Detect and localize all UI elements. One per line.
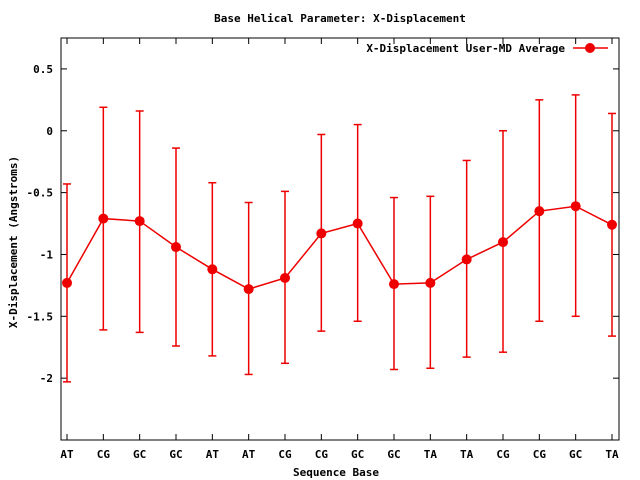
x-tick-label: AT — [242, 448, 256, 461]
x-ticks: AT CG GC GC AT AT CG CG GC GC TA TA CG CG GC TA — [60, 38, 619, 461]
x-tick-label: AT — [206, 448, 220, 461]
data-point — [389, 279, 399, 290]
y-tick-label: 0.5 — [33, 63, 53, 76]
x-tick-label: GC — [569, 448, 582, 461]
data-point — [171, 242, 181, 253]
y-axis-label: X-Displacement (Angstroms) — [7, 156, 20, 328]
data-point — [461, 254, 472, 265]
legend-label: X-Displacement User-MD Average — [366, 42, 565, 55]
data-point — [280, 272, 290, 283]
y-tick-label: -2 — [40, 372, 53, 385]
data-point — [570, 201, 581, 212]
x-tick-label: CG — [278, 448, 292, 461]
data-point — [134, 216, 145, 227]
x-tick-label: GC — [169, 448, 182, 461]
y-tick-label: -1 — [40, 248, 54, 261]
x-tick-label: TA — [605, 448, 619, 461]
data-point — [534, 206, 545, 217]
x-tick-label: TA — [460, 448, 474, 461]
x-tick-label: CG — [97, 448, 111, 461]
data-point — [607, 219, 617, 230]
y-ticks: 0.5 0 -0.5 -1 -1.5 -2 — [27, 63, 619, 385]
error-bars — [63, 94, 616, 383]
data-point — [62, 277, 72, 288]
legend: X-Displacement User-MD Average — [366, 42, 608, 55]
data-point — [498, 237, 508, 248]
x-tick-label: GC — [351, 448, 364, 461]
data-point — [316, 228, 327, 239]
x-tick-label: GC — [133, 448, 146, 461]
y-tick-label: -0.5 — [27, 187, 54, 200]
data-point — [98, 213, 109, 224]
x-tick-label: TA — [424, 448, 438, 461]
y-tick-label: -1.5 — [27, 310, 54, 323]
legend-marker — [585, 43, 595, 53]
chart-title: Base Helical Parameter: X-Displacement — [214, 12, 466, 25]
y-tick-label: 0 — [46, 125, 53, 138]
data-points — [62, 201, 617, 295]
x-axis-label: Sequence Base — [293, 466, 379, 479]
x-tick-label: GC — [387, 448, 400, 461]
data-point — [352, 218, 363, 229]
x-tick-label: CG — [533, 448, 547, 461]
x-tick-label: CG — [315, 448, 329, 461]
x-tick-label: CG — [496, 448, 510, 461]
data-point — [425, 277, 436, 288]
plot-frame — [60, 37, 620, 441]
data-point — [243, 284, 254, 295]
series-line — [66, 205, 613, 290]
data-point — [207, 264, 218, 275]
x-tick-label: AT — [60, 448, 74, 461]
